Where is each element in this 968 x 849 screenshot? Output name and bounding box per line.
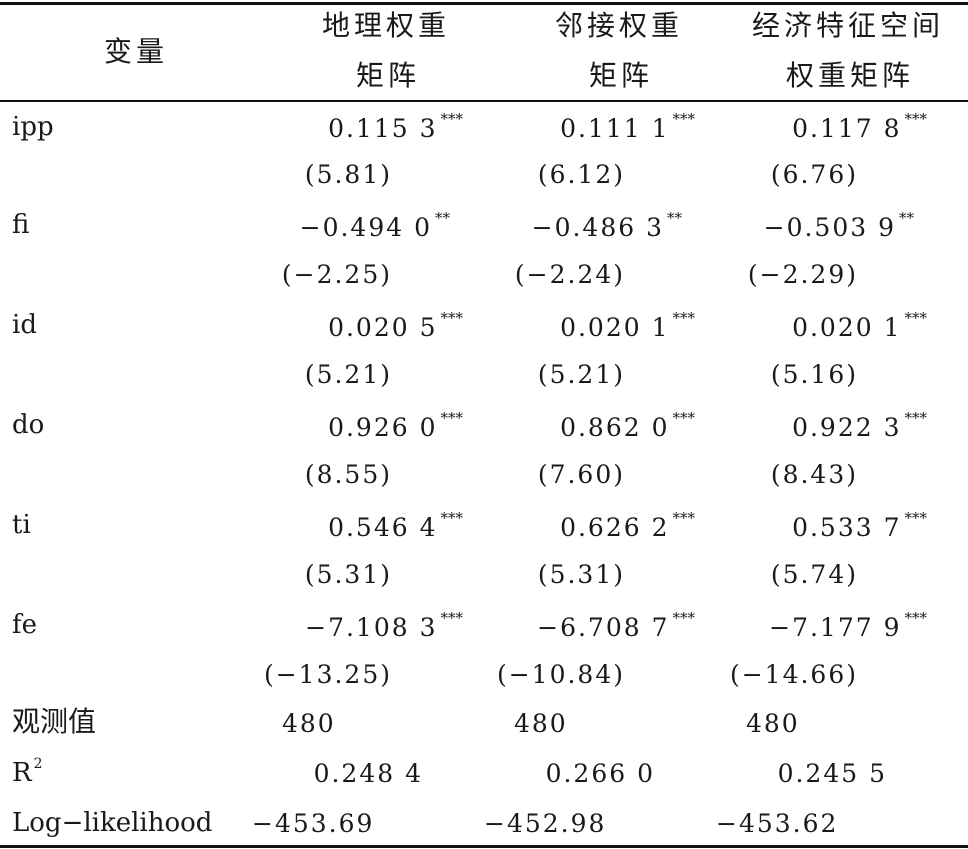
- ll-col1: −453.69: [252, 809, 375, 838]
- table-top-rule: [0, 2, 968, 5]
- row-label-fi: fi: [12, 210, 30, 240]
- tstat-ti-col3: (5.74): [770, 560, 858, 589]
- row-label-observations: 观测值: [12, 705, 97, 738]
- tstat-ti-col1: (5.31): [304, 560, 392, 589]
- coef-id-col2: 0.020 1 ***: [560, 309, 695, 342]
- tstat-ipp-col3: (6.76): [770, 160, 858, 189]
- table-header-rule: [0, 100, 968, 102]
- row-label-ti: ti: [12, 510, 31, 540]
- obs-col2: 480: [514, 709, 568, 738]
- header-col3-line2: 权重矩阵: [786, 59, 915, 92]
- coef-do-col2: 0.862 0 ***: [560, 409, 695, 442]
- header-col1-line1: 地理权重: [322, 9, 451, 42]
- obs-col1: 480: [282, 709, 336, 738]
- tstat-do-col3: (8.43): [770, 460, 858, 489]
- tstat-fi-col1: (−2.25): [281, 260, 392, 289]
- tstat-fe-col1: (−13.25): [263, 660, 392, 689]
- r2-col3: 0.245 5: [777, 759, 887, 788]
- obs-col3: 480: [746, 709, 800, 738]
- row-label-do: do: [12, 410, 45, 440]
- coef-fi-col2: −0.486 3 **: [531, 209, 682, 242]
- coef-fi-col1: −0.494 0 **: [299, 209, 450, 242]
- coef-ti-col1: 0.546 4 ***: [328, 509, 463, 542]
- tstat-ipp-col1: (5.81): [304, 160, 392, 189]
- coef-do-col3: 0.922 3 ***: [792, 409, 927, 442]
- header-col2-line2: 矩阵: [589, 59, 654, 92]
- header-col2-line1: 邻接权重: [555, 9, 684, 42]
- header-variable: 变量: [104, 35, 169, 68]
- coef-do-col1: 0.926 0 ***: [328, 409, 463, 442]
- tstat-fe-col2: (−10.84): [496, 660, 625, 689]
- coef-ti-col2: 0.626 2 ***: [560, 509, 695, 542]
- tstat-fi-col3: (−2.29): [747, 260, 858, 289]
- coef-fi-col3: −0.503 9 **: [763, 209, 914, 242]
- coef-id-col1: 0.020 5 ***: [328, 309, 463, 342]
- coef-ipp-col2: 0.111 1 ***: [560, 110, 695, 143]
- tstat-ti-col2: (5.31): [537, 560, 625, 589]
- tstat-fe-col3: (−14.66): [729, 660, 858, 689]
- table-bottom-rule: [0, 845, 968, 848]
- tstat-do-col1: (8.55): [304, 460, 392, 489]
- row-label-fe: fe: [12, 610, 38, 640]
- coef-ipp-col3: 0.117 8 ***: [792, 110, 927, 143]
- coef-fe-col1: −7.108 3 ***: [305, 609, 463, 642]
- coef-ti-col3: 0.533 7 ***: [792, 509, 927, 542]
- coef-id-col3: 0.020 1 ***: [792, 309, 927, 342]
- tstat-ipp-col2: (6.12): [537, 160, 625, 189]
- row-label-id: id: [12, 310, 37, 340]
- coef-fe-col3: −7.177 9 ***: [769, 609, 927, 642]
- tstat-fi-col2: (−2.24): [514, 260, 625, 289]
- row-label-log-likelihood: Log−likelihood: [12, 808, 213, 838]
- tstat-id-col3: (5.16): [770, 360, 858, 389]
- r2-col1: 0.248 4: [313, 759, 423, 788]
- r2-col2: 0.266 0: [545, 759, 655, 788]
- tstat-do-col2: (7.60): [537, 460, 625, 489]
- ll-col3: −453.62: [716, 809, 839, 838]
- header-col3-line1: 经济特征空间: [752, 9, 945, 42]
- coef-ipp-col1: 0.115 3 ***: [328, 110, 463, 143]
- tstat-id-col2: (5.21): [537, 360, 625, 389]
- row-label-ipp: ipp: [12, 112, 54, 142]
- header-col1-line2: 矩阵: [356, 59, 421, 92]
- ll-col2: −452.98: [484, 809, 607, 838]
- coef-fe-col2: −6.708 7 ***: [537, 609, 695, 642]
- tstat-id-col1: (5.21): [304, 360, 392, 389]
